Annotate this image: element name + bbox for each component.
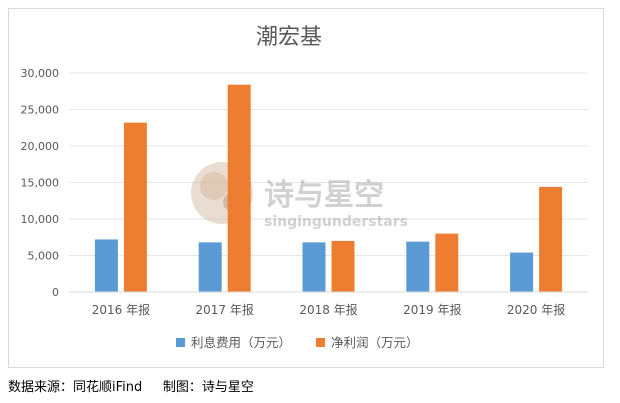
legend: 利息费用（万元） 净利润（万元） [176, 335, 419, 350]
footer: 数据来源：同花顺iFind 制图：诗与星空 [8, 376, 254, 395]
watermark-sub-text: singingunderstars [264, 214, 408, 230]
watermark-main-text: 诗与星空 [264, 178, 384, 213]
chart-title: 潮宏基 [256, 25, 322, 50]
bar-profit [331, 240, 355, 292]
x-category-label: 2020 年报 [507, 302, 565, 317]
gridlines [69, 72, 588, 256]
chart-frame [8, 8, 604, 368]
bar-interest [198, 242, 222, 292]
y-tick-label: 25,000 [21, 104, 60, 117]
bar-profit [435, 233, 459, 292]
y-tick-label: 30,000 [21, 67, 60, 80]
watermark: 诗与星空 singingunderstars [191, 162, 408, 230]
legend-swatch-interest [176, 338, 185, 347]
y-axis-ticks: 0 5,000 10,000 15,000 20,000 25,000 30,000 [21, 67, 60, 299]
y-tick-label: 15,000 [21, 177, 60, 190]
x-category-label: 2019 年报 [403, 302, 461, 317]
bar-interest [302, 242, 326, 292]
bars [94, 84, 563, 293]
bar-chart: 潮宏基 0 5,000 10,000 15,000 20,000 25,000 30,000… [21, 25, 588, 350]
legend-label-interest: 利息费用（万元） [191, 335, 291, 350]
x-category-label: 2017 年报 [196, 302, 254, 317]
x-category-label: 2016 年报 [92, 302, 150, 317]
bar-interest [94, 239, 118, 292]
y-tick-label: 10,000 [21, 213, 60, 226]
footer-source: 数据来源：同花顺iFind [8, 380, 143, 395]
y-tick-label: 5,000 [28, 250, 60, 263]
legend-swatch-profit [316, 338, 325, 347]
bar-profit [539, 186, 563, 292]
bar-profit [227, 84, 251, 293]
x-category-label: 2018 年报 [299, 302, 357, 317]
x-axis-categories: 2016 年报 2017 年报 2018 年报 2019 年报 2020 年报 [92, 302, 566, 317]
footer-author: 制图：诗与星空 [162, 380, 254, 395]
y-tick-label: 0 [52, 286, 59, 299]
bar-profit [123, 122, 147, 292]
bar-interest [510, 252, 534, 292]
y-tick-label: 20,000 [21, 140, 60, 153]
legend-label-profit: 净利润（万元） [331, 335, 419, 350]
bar-interest [406, 241, 430, 292]
